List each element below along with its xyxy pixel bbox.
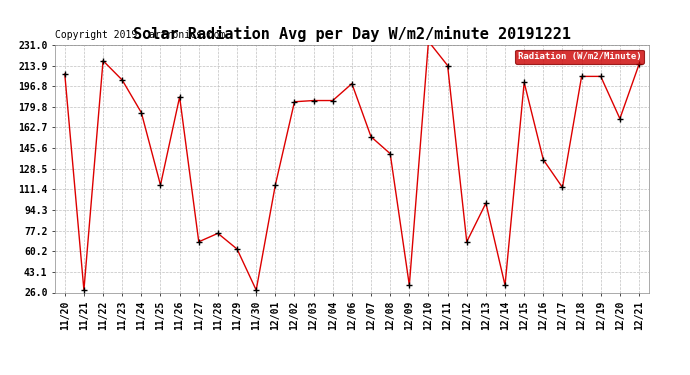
Text: Copyright 2019 Cartronics.com: Copyright 2019 Cartronics.com [55,30,226,40]
Legend: Radiation (W/m2/Minute): Radiation (W/m2/Minute) [515,50,644,64]
Title: Solar Radiation Avg per Day W/m2/minute 20191221: Solar Radiation Avg per Day W/m2/minute … [133,27,571,42]
